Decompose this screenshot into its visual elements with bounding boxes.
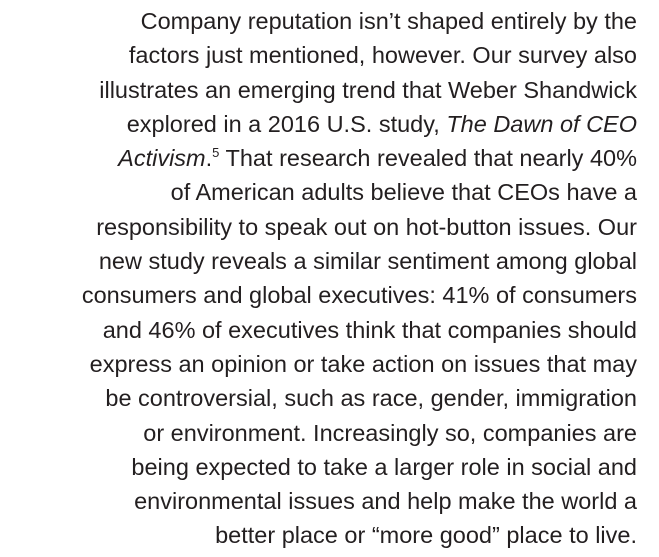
text-line: factors just mentioned, however. Our sur… [0,38,637,72]
text: consumers and global executives: 41% of … [81,282,637,309]
text-line: Activism.5 That research revealed that n… [0,141,637,175]
text-line: consumers and global executives: 41% of … [0,278,637,312]
italic-title: Activism [118,145,206,172]
text-line: express an opinion or take action on iss… [0,347,637,381]
text: better place or “more good” place to liv… [215,522,637,549]
text: environmental issues and help make the w… [134,488,637,515]
text-line: new study reveals a similar sentiment am… [0,244,637,278]
text-line: Company reputation isn’t shaped entirely… [0,4,637,38]
text-line: explored in a 2016 U.S. study, The Dawn … [0,107,637,141]
text-line: responsibility to speak out on hot-butto… [0,210,637,244]
text-line: of American adults believe that CEOs hav… [0,175,637,209]
italic-title: The Dawn of CEO [446,110,637,137]
text-line: being expected to take a larger role in … [0,450,637,484]
text: being expected to take a larger role in … [131,453,637,480]
text: be controversial, such as race, gender, … [105,385,637,412]
footnote-ref: 5 [212,145,220,161]
text: of American adults believe that CEOs hav… [170,179,637,206]
text: illustrates an emerging trend that Weber… [99,76,637,103]
text: That research revealed that nearly 40% [219,145,638,172]
text: express an opinion or take action on iss… [89,350,637,377]
text: . [205,145,213,172]
text: responsibility to speak out on hot-butto… [96,213,637,240]
text: Company reputation isn’t shaped entirely… [140,8,637,34]
text: new study reveals a similar sentiment am… [98,248,637,275]
text-line: or environment. Increasingly so, compani… [0,416,637,450]
text-line: environmental issues and help make the w… [0,484,637,518]
paragraph: Company reputation isn’t shaped entirely… [0,4,637,553]
text-line: and 46% of executives think that compani… [0,313,637,347]
text-line: illustrates an emerging trend that Weber… [0,73,637,107]
text: factors just mentioned, however. Our sur… [128,42,637,69]
text: or environment. Increasingly so, compani… [143,419,637,446]
text: explored in a 2016 U.S. study, [126,110,447,137]
text: and 46% of executives think that compani… [102,316,637,343]
text-line: be controversial, such as race, gender, … [0,381,637,415]
text-line: better place or “more good” place to liv… [0,518,637,552]
